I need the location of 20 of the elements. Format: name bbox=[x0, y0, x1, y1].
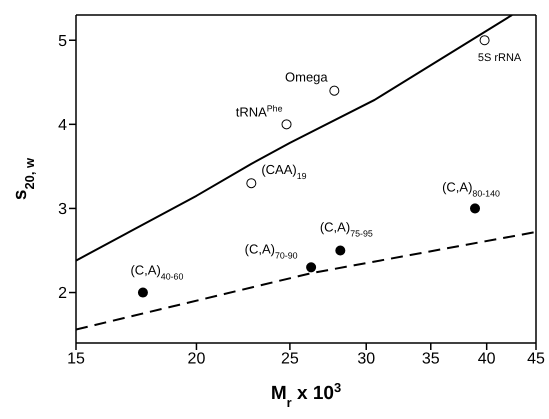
annotation: (C,A)$_{80-140}$ bbox=[442, 179, 500, 198]
annotation: (C,A)$_{40-60}$ bbox=[130, 262, 184, 282]
x-axis-title: M$_{r}$ x 10$^{3}$ bbox=[270, 380, 342, 410]
annotation: 5S rRNA bbox=[478, 52, 522, 64]
x-tick-label: 20 bbox=[188, 350, 206, 368]
annotation: (C,A)$_{70-90}$ bbox=[244, 241, 298, 260]
y-tick-label: 3 bbox=[58, 201, 68, 218]
y-tick-label: 5 bbox=[58, 32, 68, 50]
y-tick-label: 2 bbox=[58, 285, 68, 302]
x-tick-label: 15 bbox=[67, 350, 85, 368]
annotation: Omega bbox=[285, 70, 328, 85]
x-tick-label: 40 bbox=[478, 350, 496, 368]
annotation: (CAA)$_{19}$ bbox=[261, 162, 307, 182]
x-tick-label: 30 bbox=[357, 350, 376, 368]
annotation: tRNA$^{Phe}$ bbox=[236, 103, 283, 120]
y-tick-label: 4 bbox=[58, 117, 68, 134]
x-tick-label: 45 bbox=[527, 350, 545, 368]
x-tick-label: 25 bbox=[280, 350, 299, 368]
annotation: (C,A)$_{75-95}$ bbox=[320, 219, 373, 238]
x-tick-label: 35 bbox=[422, 350, 440, 368]
